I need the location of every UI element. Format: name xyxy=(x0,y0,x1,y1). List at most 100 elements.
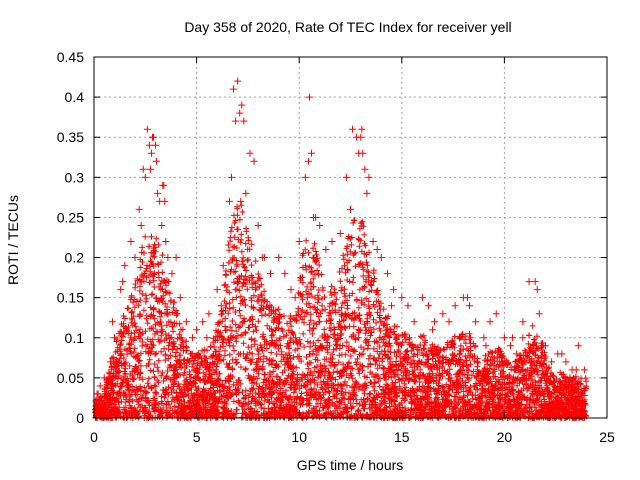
data-point xyxy=(357,133,365,141)
data-point xyxy=(451,302,459,310)
data-point xyxy=(533,286,541,294)
data-point xyxy=(316,221,324,229)
y-tick-labels: 0 0.05 0.1 0.15 0.2 0.25 0.3 0.35 0.4 0.45 xyxy=(57,49,84,426)
data-point xyxy=(463,294,471,302)
data-point xyxy=(137,221,145,229)
data-point xyxy=(135,205,143,213)
data-point xyxy=(227,173,235,181)
data-point xyxy=(258,254,266,262)
background-density-cloud xyxy=(92,202,590,421)
plot-frame xyxy=(93,56,608,419)
data-point xyxy=(439,310,447,318)
data-point xyxy=(377,254,385,262)
data-point xyxy=(275,254,283,262)
data-point xyxy=(176,294,184,302)
data-points-layer xyxy=(92,77,588,406)
data-point xyxy=(240,117,248,125)
data-point xyxy=(96,382,104,390)
data-point xyxy=(154,189,162,197)
data-point xyxy=(199,318,207,326)
data-point xyxy=(230,85,238,93)
y-tick-label: 0 xyxy=(76,410,84,426)
data-point xyxy=(480,334,488,342)
data-point xyxy=(418,294,426,302)
data-point xyxy=(148,133,156,141)
data-point xyxy=(548,358,556,366)
data-point xyxy=(188,334,196,342)
data-point xyxy=(225,197,233,205)
data-point xyxy=(127,238,135,246)
data-point xyxy=(305,93,313,101)
data-point xyxy=(365,173,373,181)
y-tick-label: 0.45 xyxy=(57,49,84,65)
data-point xyxy=(572,366,580,374)
data-point xyxy=(217,302,225,310)
data-point xyxy=(308,149,316,157)
data-point xyxy=(131,254,139,262)
data-point xyxy=(347,205,354,213)
data-point xyxy=(146,165,154,173)
data-point xyxy=(266,270,274,278)
data-point xyxy=(486,318,494,326)
data-point xyxy=(509,334,517,342)
x-tick-label: 0 xyxy=(90,429,98,445)
data-point xyxy=(158,221,166,229)
y-tick-label: 0.15 xyxy=(57,290,84,306)
data-point xyxy=(232,117,240,125)
x-tick-labels: 0 5 10 15 20 25 xyxy=(90,429,615,445)
y-tick-label: 0.3 xyxy=(65,169,85,185)
data-point xyxy=(310,213,318,221)
y-tick-label: 0.1 xyxy=(65,330,85,346)
data-point xyxy=(363,189,371,197)
data-point xyxy=(291,294,299,302)
data-point xyxy=(445,318,453,326)
data-point xyxy=(369,238,377,246)
data-point xyxy=(358,125,366,133)
x-tick-label: 5 xyxy=(193,429,201,445)
x-tick-label: 20 xyxy=(497,429,513,445)
data-point xyxy=(100,374,108,382)
data-point xyxy=(193,326,201,334)
data-point xyxy=(147,149,155,157)
y-tick-label: 0.35 xyxy=(57,129,84,145)
data-point xyxy=(322,246,330,254)
data-point xyxy=(507,342,515,350)
x-tick-label: 25 xyxy=(599,429,615,445)
x-tick-label: 10 xyxy=(291,429,307,445)
data-point xyxy=(161,197,169,205)
data-point xyxy=(304,157,312,165)
y-axis-title: ROTI / TECUs xyxy=(5,195,21,285)
data-point xyxy=(162,238,170,246)
data-point xyxy=(519,334,527,342)
chart-title: Day 358 of 2020, Rate Of TEC Index for r… xyxy=(184,19,511,35)
data-point xyxy=(93,390,101,398)
data-point xyxy=(236,109,244,117)
data-point xyxy=(349,125,357,133)
data-point xyxy=(152,141,160,149)
data-point xyxy=(482,342,490,350)
data-point xyxy=(580,366,588,374)
data-point xyxy=(203,334,211,342)
x-axis-title: GPS time / hours xyxy=(297,457,404,473)
data-point xyxy=(287,286,295,294)
x-tick-label: 15 xyxy=(394,429,410,445)
data-point xyxy=(342,173,350,181)
density-markers xyxy=(92,202,590,421)
data-point xyxy=(404,302,412,310)
data-point xyxy=(383,270,391,278)
y-tick-label: 0.05 xyxy=(57,370,84,386)
data-point xyxy=(145,141,153,149)
data-point xyxy=(108,318,116,326)
data-point xyxy=(254,221,262,229)
data-point xyxy=(238,101,246,109)
data-point xyxy=(250,157,258,165)
data-point xyxy=(336,229,344,237)
data-point xyxy=(106,358,114,366)
data-point xyxy=(153,157,161,165)
data-point xyxy=(472,318,480,326)
data-point xyxy=(398,294,406,302)
data-point xyxy=(242,189,250,197)
data-point xyxy=(558,350,566,358)
data-point xyxy=(281,270,289,278)
y-tick-label: 0.4 xyxy=(65,89,85,105)
